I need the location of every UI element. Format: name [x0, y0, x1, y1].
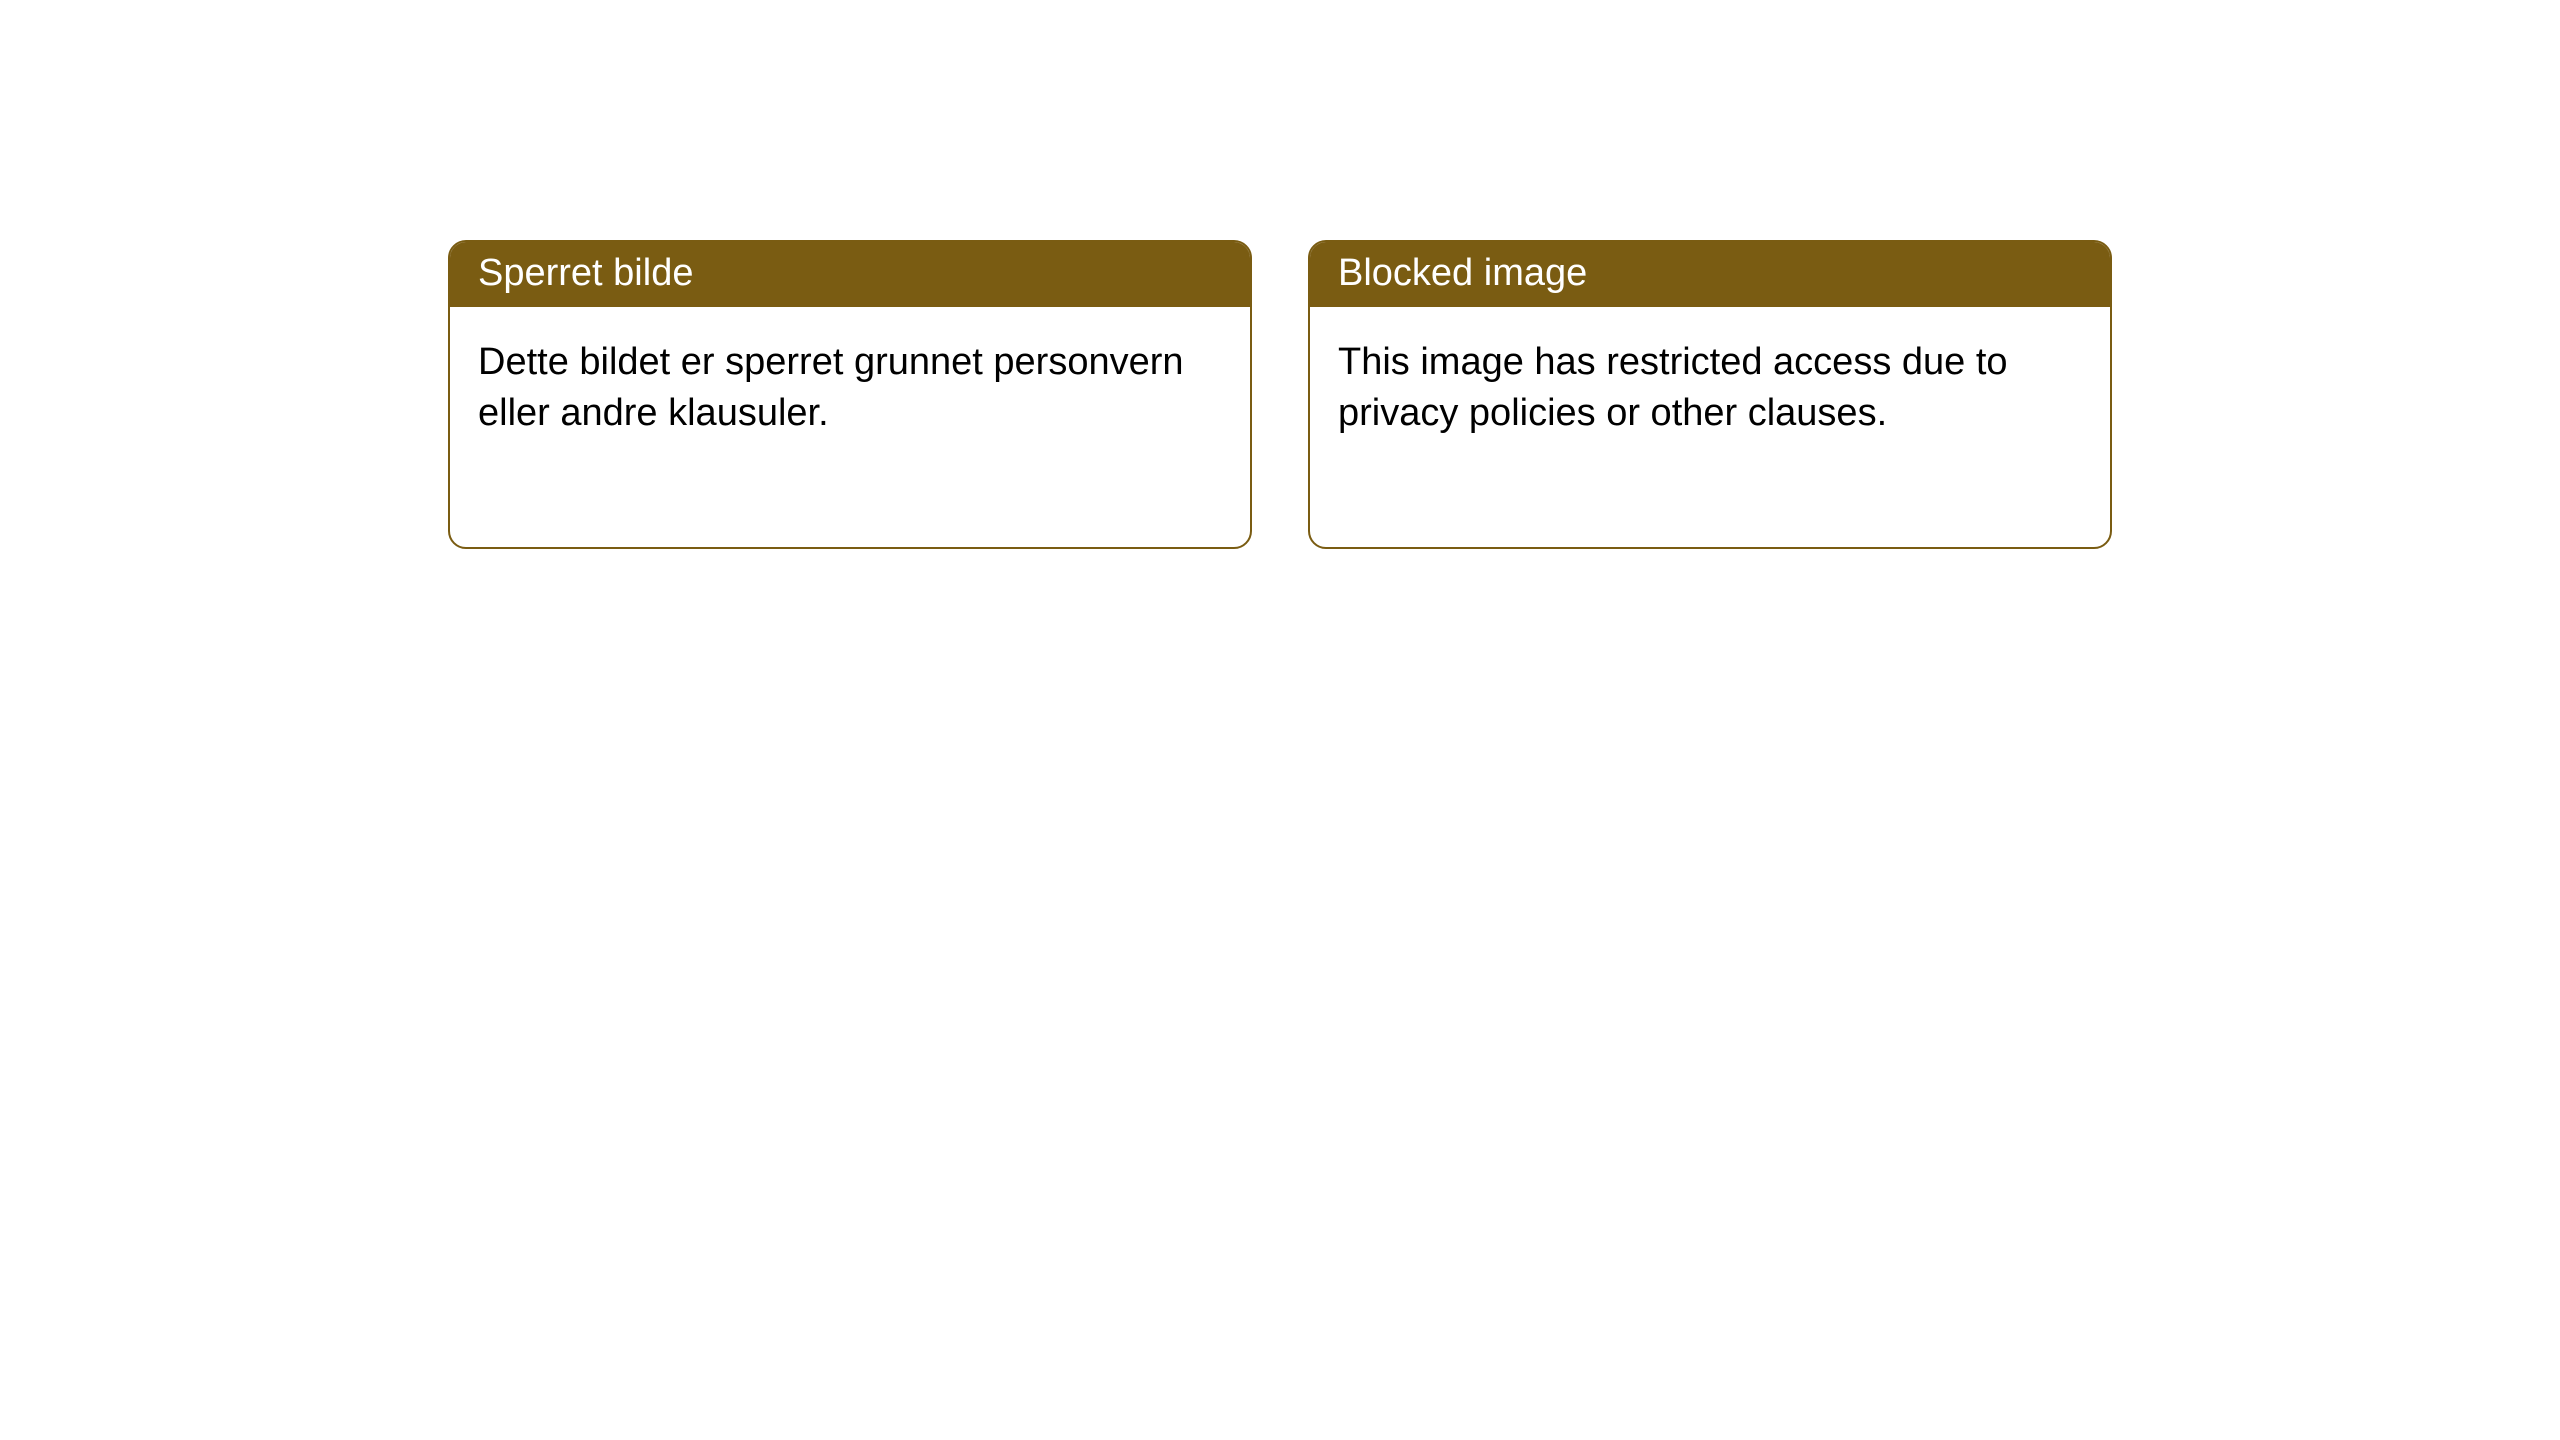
notice-title: Blocked image [1338, 252, 1587, 294]
notice-header: Blocked image [1310, 242, 2110, 307]
notice-header: Sperret bilde [450, 242, 1250, 307]
notice-title: Sperret bilde [478, 252, 693, 294]
notice-card-english: Blocked image This image has restricted … [1308, 240, 2112, 549]
notice-card-norwegian: Sperret bilde Dette bildet er sperret gr… [448, 240, 1252, 549]
notice-text: This image has restricted access due to … [1338, 341, 2008, 434]
notice-body: Dette bildet er sperret grunnet personve… [450, 307, 1250, 547]
notice-container: Sperret bilde Dette bildet er sperret gr… [0, 0, 2560, 549]
notice-body: This image has restricted access due to … [1310, 307, 2110, 547]
notice-text: Dette bildet er sperret grunnet personve… [478, 341, 1184, 434]
